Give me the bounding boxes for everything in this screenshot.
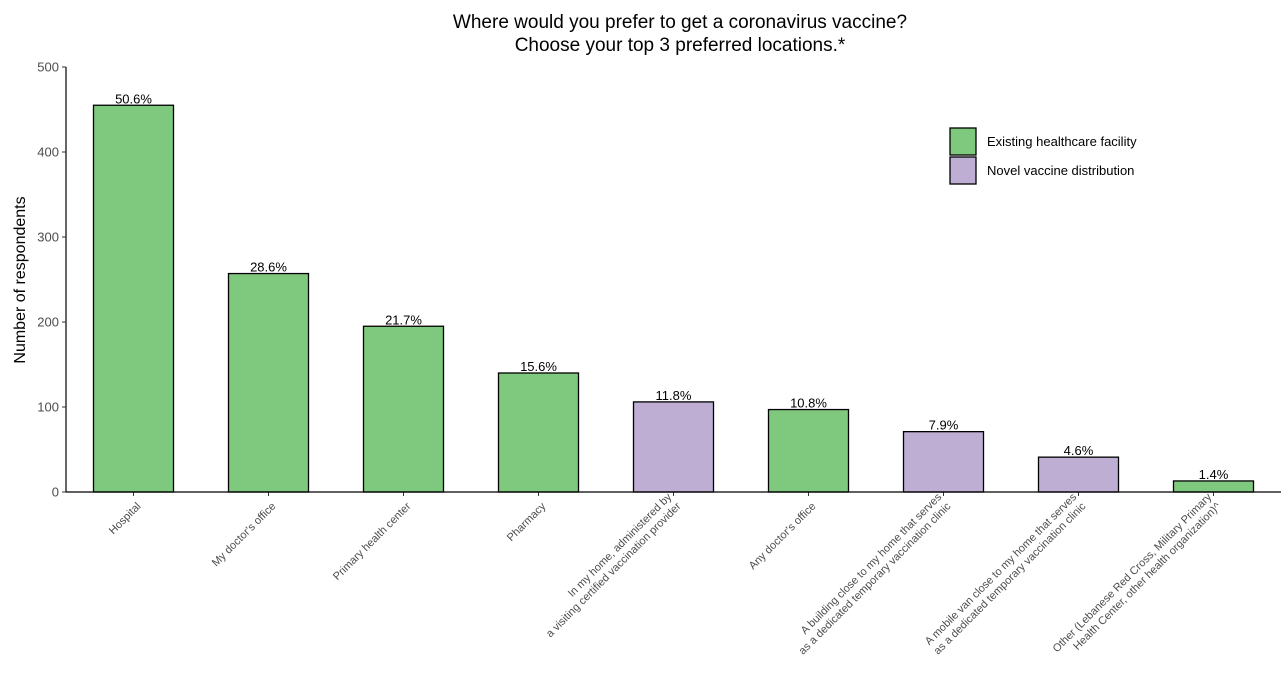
chart-title: Where would you prefer to get a coronavi…	[453, 12, 907, 33]
bar	[1039, 457, 1119, 492]
data-label: 28.6%	[250, 260, 287, 275]
category-label: My doctor's office	[210, 500, 279, 569]
bar	[769, 410, 849, 492]
category-label-line: Hospital	[107, 500, 144, 537]
y-tick-label: 400	[37, 145, 59, 160]
y-tick-label: 200	[37, 315, 59, 330]
category-label-line: Any doctor's office	[747, 500, 819, 572]
bar	[1174, 481, 1254, 492]
category-label: Any doctor's office	[747, 500, 819, 572]
bar	[229, 274, 309, 492]
category-label-line: Health Center, other health organization…	[1071, 500, 1224, 653]
category-label: In my home, administered bya visiting ce…	[535, 491, 684, 640]
category-label-line: a visiting certified vaccination provide…	[544, 500, 684, 640]
legend-label: Novel vaccine distribution	[987, 163, 1134, 178]
data-label: 4.6%	[1064, 443, 1094, 458]
bar	[94, 105, 174, 492]
y-tick-label: 300	[37, 230, 59, 245]
chart-subtitle: Choose your top 3 preferred locations.*	[515, 35, 846, 56]
data-label: 1.4%	[1199, 467, 1229, 482]
plot-area: 0 100 200 300 400 500 50.6% Hospital 28.6% My doc…	[37, 60, 1281, 665]
bar	[499, 373, 579, 492]
data-label: 7.9%	[929, 418, 959, 433]
category-label-line: A building close to my home that serves	[799, 491, 945, 637]
data-label: 50.6%	[115, 91, 152, 106]
data-label: 10.8%	[790, 396, 827, 411]
category-label: Pharmacy	[505, 500, 549, 544]
category-label-line: Primary health center	[331, 500, 414, 583]
category-label: Primary health center	[331, 500, 414, 583]
legend-swatch	[950, 128, 976, 155]
bar	[904, 432, 984, 492]
category-label-line: Pharmacy	[505, 500, 549, 544]
legend-label: Existing healthcare facility	[987, 134, 1137, 149]
category-label-line: In my home, administered by	[566, 491, 675, 600]
data-label: 21.7%	[385, 312, 422, 327]
y-axis-title: Number of respondents	[12, 196, 29, 363]
data-label: 15.6%	[520, 359, 557, 374]
data-label: 11.8%	[656, 388, 692, 403]
y-tick-label: 100	[37, 400, 59, 415]
category-label-line: My doctor's office	[210, 500, 279, 569]
bar	[364, 326, 444, 492]
bar	[634, 402, 714, 492]
category-label: Hospital	[107, 500, 144, 537]
y-tick-label: 500	[37, 60, 59, 75]
legend-swatch	[950, 157, 976, 184]
legend: Existing healthcare facility Novel vaccin…	[950, 128, 1137, 184]
y-tick-label: 0	[52, 485, 59, 500]
